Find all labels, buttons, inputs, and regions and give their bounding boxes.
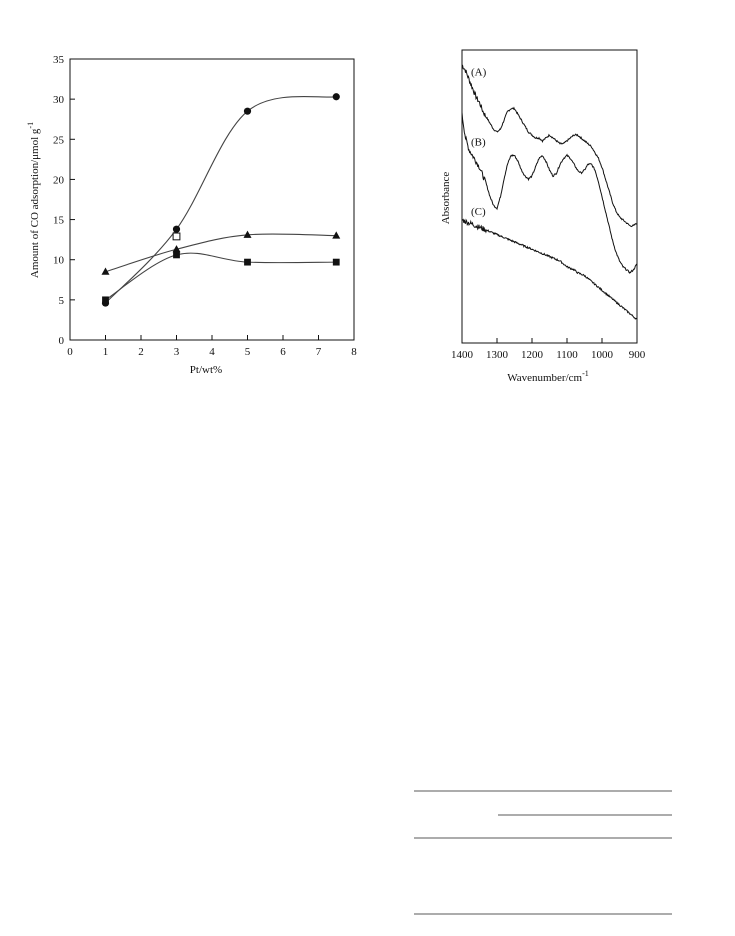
- table-rules: [414, 790, 672, 915]
- chart2-spectrum-line: [461, 64, 638, 228]
- chart1-y-axis-label: Amount of CO adsorption/μmol g-1: [26, 122, 41, 278]
- chart1-triangle-point: [172, 245, 181, 253]
- chart1-x-tick-label: 4: [209, 346, 215, 358]
- chart1-square-point: [332, 258, 340, 266]
- chart1-x-tick-label: 1: [103, 346, 109, 358]
- chart1-y-tick-label: 20: [53, 174, 65, 186]
- chart1-circle-point: [243, 107, 252, 115]
- chart1-x-tick-label: 8: [351, 346, 357, 358]
- chart1-circle-point: [332, 93, 340, 101]
- chart1-x-tick-label: 0: [67, 346, 73, 358]
- chart2-y-axis-label: Absorbance: [440, 172, 452, 225]
- ir-spectra-chart: 1400 1300 1200 1100 1000 900 (A) (B) (C) Wavenu…: [440, 49, 646, 384]
- chart2-x-tick-label: 1400: [451, 349, 474, 361]
- chart2-x-axis-label: Wavenumber/cm-1: [507, 369, 589, 384]
- chart2-x-tick-label: 900: [629, 349, 646, 361]
- chart2-x-tick-label: 1100: [556, 349, 578, 361]
- chart1-y-tick-label: 10: [53, 255, 65, 267]
- chart2-x-tick-label: 1300: [486, 349, 509, 361]
- chart1-triangle-point: [243, 230, 252, 238]
- chart1-y-tick-label: 0: [59, 335, 65, 347]
- chart2-series-label: (A): [471, 66, 487, 78]
- chart2-series-label: (C): [471, 206, 486, 218]
- chart1-x-tick-label: 6: [280, 346, 286, 358]
- chart1-square-point: [244, 258, 251, 266]
- chart2-spectrum-line: [461, 112, 638, 274]
- chart1-y-tick-label: 25: [53, 134, 65, 146]
- co-adsorption-chart: 0 1 2 3 4 5 6 7 8 0 5 10 15 20 25 30 35 Pt/wt% Amount o…: [26, 54, 357, 376]
- chart1-y-tick-label: 15: [53, 215, 65, 227]
- chart1-curves: [105, 95, 337, 304]
- chart1-fit-curve: [105, 252, 337, 301]
- chart2-spectra: [461, 64, 638, 320]
- chart1-y-tick-label: 30: [53, 94, 65, 106]
- chart1-x-tick-label: 7: [316, 346, 322, 358]
- chart1-x-tick-label: 5: [245, 346, 251, 358]
- chart1-x-axis-label: Pt/wt%: [190, 364, 222, 376]
- chart1-x-tick-label: 3: [174, 346, 180, 358]
- chart2-x-ticks: 1400 1300 1200 1100 1000 900: [451, 338, 646, 361]
- chart1-triangle-point: [101, 267, 110, 275]
- chart1-frame: [69, 58, 355, 341]
- chart1-y-ticks: 0 5 10 15 20 25 30 35: [53, 54, 75, 347]
- chart1-circle-point: [172, 225, 181, 233]
- chart2-series-label: (B): [471, 137, 486, 149]
- chart2-frame: [461, 49, 638, 344]
- chart1-y-tick-label: 5: [59, 295, 65, 307]
- chart2-curve-labels: (A) (B) (C): [471, 66, 487, 218]
- chart2-spectrum-line: [461, 218, 638, 320]
- chart1-square-point: [173, 251, 180, 259]
- chart1-x-ticks: 0 1 2 3 4 5 6 7 8: [67, 335, 357, 358]
- chart1-y-tick-label: 35: [53, 54, 65, 66]
- chart1-open-square-point: [172, 232, 181, 241]
- chart1-fit-curve: [105, 233, 337, 273]
- chart1-markers: [101, 93, 341, 307]
- chart1-x-tick-label: 2: [138, 346, 144, 358]
- chart2-x-tick-label: 1000: [591, 349, 614, 361]
- chart1-fit-curve: [105, 95, 337, 304]
- chart2-x-tick-label: 1200: [521, 349, 544, 361]
- chart1-square-point: [102, 296, 109, 304]
- chart1-triangle-point: [332, 231, 341, 239]
